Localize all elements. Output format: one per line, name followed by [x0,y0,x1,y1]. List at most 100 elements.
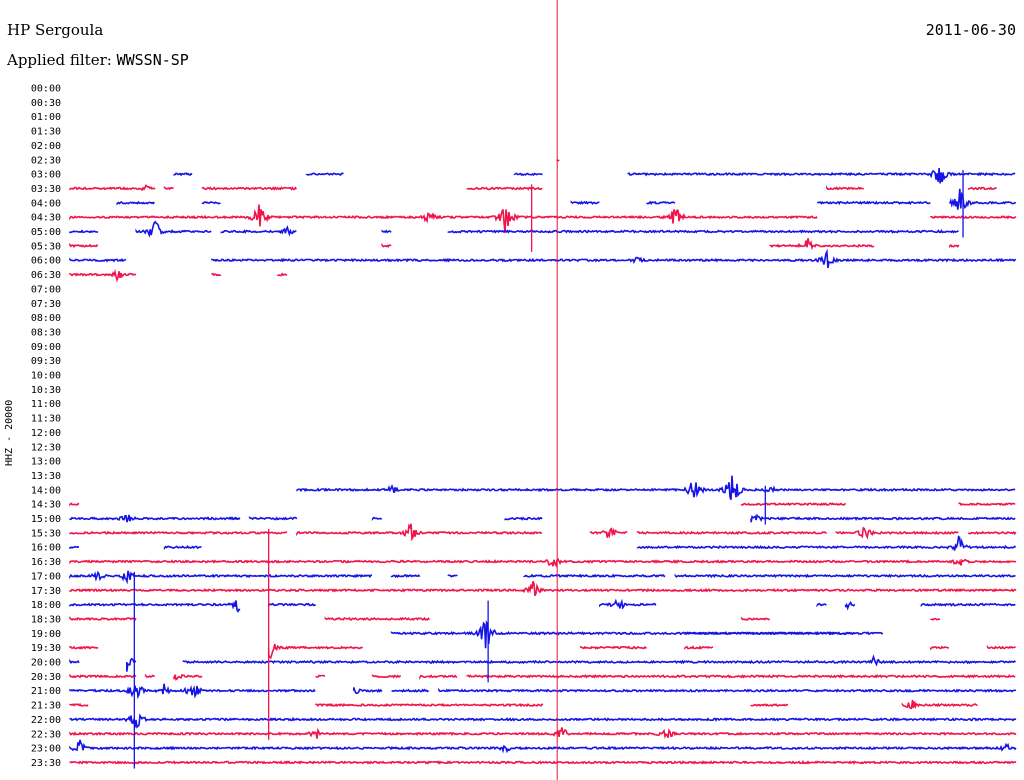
trace-segment [466,674,1016,679]
trace-segment [466,186,543,191]
row-tick-label: 05:00 [31,227,61,238]
trace-segment [391,688,430,693]
row-tick-label: 10:30 [31,385,61,396]
row-tick-label: 10:00 [31,371,61,382]
trace-segment [589,527,628,539]
row-tick-label: 20:00 [31,658,61,669]
trace-segment [381,229,392,234]
trace-segment [381,242,392,248]
row-tick-label: 04:00 [31,198,61,209]
trace-segment [390,620,856,649]
trace-segment [277,272,288,277]
trace-segment [930,215,1017,220]
row-tick-label: 02:30 [31,155,61,166]
date-label: 2011-06-30 [925,21,1016,39]
row-tick-label: 09:00 [31,342,61,353]
trace-segment [901,699,978,710]
trace-segment [296,475,1016,500]
trace-segment [958,502,1016,507]
trace-segment [248,516,298,521]
trace-segment [69,229,99,234]
trace-segment [353,687,383,695]
trace-segment [438,687,1017,693]
trace-segment [135,220,212,238]
trace-segment [835,526,959,540]
trace-segment [750,513,1016,523]
trace-segment [69,204,818,234]
row-tick-label: 13:30 [31,471,61,482]
filter-value: WWSSN-SP [116,51,189,69]
row-tick-labels: 00:00 00:30 01:00 01:30 02:00 02:30 03:00 03:30… [31,84,61,769]
trace-segment [750,703,789,708]
row-tick-label: 07:00 [31,284,61,295]
row-tick-label: 12:00 [31,428,61,439]
trace-segment [646,200,676,206]
row-tick-label: 13:00 [31,457,61,468]
row-tick-label: 16:00 [31,543,61,554]
trace-segment [69,616,137,622]
trace-segment [69,545,80,550]
trace-segment [69,183,156,192]
row-tick-label: 23:00 [31,744,61,755]
row-tick-label: 02:00 [31,141,61,152]
trace-segment [305,172,344,177]
row-tick-label: 16:30 [31,557,61,568]
row-tick-label: 06:00 [31,256,61,267]
trace-segment [636,535,1017,551]
seismic-traces [69,159,1017,765]
trace-segment [163,185,174,191]
trace-segment [296,523,543,542]
trace-segment [371,674,402,679]
row-tick-label: 03:30 [31,184,61,195]
trace-segment [740,502,846,507]
trace-segment [201,201,221,205]
row-tick-label: 11:30 [31,414,61,425]
trace-segment [69,645,99,650]
filter-label: Applied filter: WWSSN-SP [7,51,189,69]
row-tick-label: 07:30 [31,299,61,310]
row-tick-label: 11:00 [31,399,61,410]
trace-segment [315,674,326,678]
trace-segment [69,257,127,263]
trace-segment [173,172,193,177]
trace-segment [390,574,421,579]
trace-segment [570,200,600,205]
trace-segment [684,630,884,636]
trace-segment [920,602,1016,608]
trace-segment [627,167,1016,184]
trace-segment [69,713,1017,729]
trace-segment [371,516,383,522]
trace-segment [69,600,241,613]
trace-segment [447,574,458,578]
trace-segment [513,172,543,177]
trace-segment [967,530,1017,536]
seismic-spikes [133,170,964,769]
row-tick-label: 18:00 [31,600,61,611]
trace-segment [826,185,864,191]
trace-segment [844,600,856,611]
trace-segment [315,702,544,708]
trace-segment [930,645,950,651]
row-tick-label: 17:30 [31,586,61,597]
row-tick-label: 20:30 [31,672,61,683]
trace-segment [636,530,828,536]
trace-segment [69,581,1017,597]
trace-segment [116,200,155,206]
trace-segment [447,228,959,234]
trace-segment [69,530,288,536]
trace-segment [201,186,298,191]
row-tick-label: 03:00 [31,170,61,181]
trace-segment [267,602,316,608]
trace-segment [674,573,1016,579]
row-tick-label: 22:00 [31,715,61,726]
row-tick-label: 12:30 [31,442,61,453]
row-tick-label: 00:00 [31,84,61,95]
row-tick-label: 15:30 [31,528,61,539]
trace-segment [523,573,666,579]
row-tick-label: 18:30 [31,614,61,625]
trace-segment [69,727,1017,739]
trace-segment [816,200,931,206]
row-tick-label: 01:30 [31,127,61,138]
trace-segment [144,673,155,678]
trace-segment [69,658,80,665]
